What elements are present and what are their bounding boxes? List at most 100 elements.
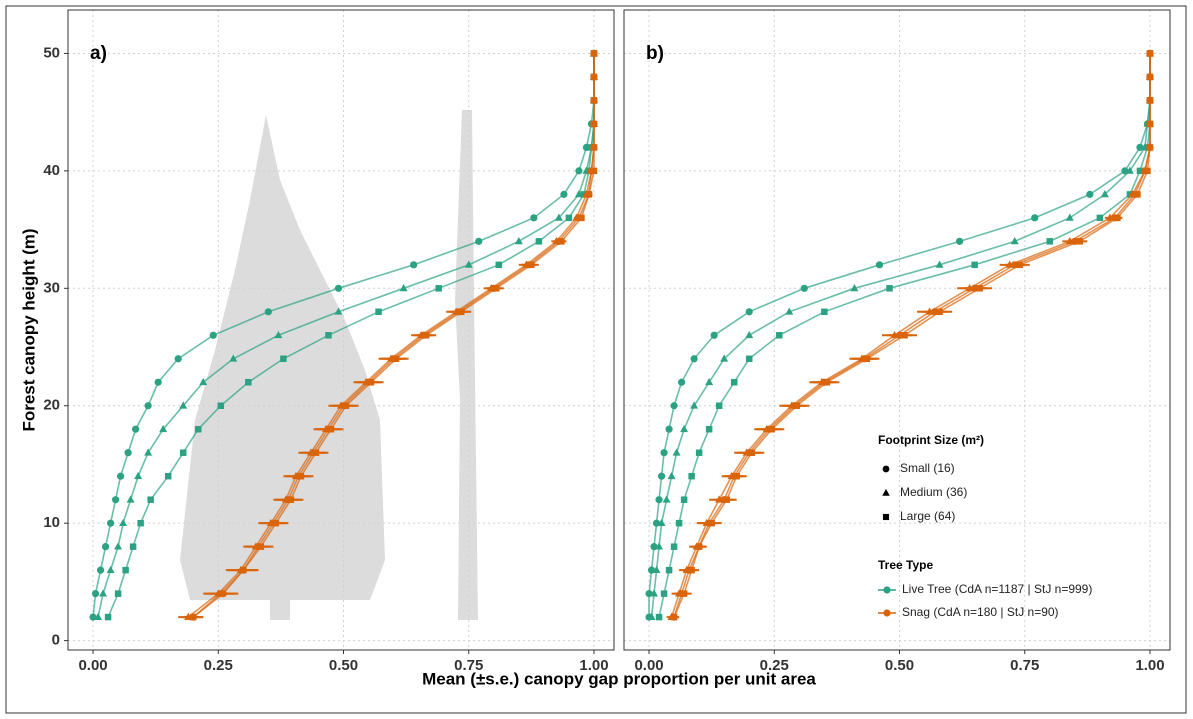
marker bbox=[590, 144, 598, 151]
marker bbox=[901, 332, 908, 339]
marker bbox=[179, 401, 188, 409]
marker bbox=[1146, 73, 1154, 81]
marker bbox=[652, 565, 661, 574]
marker bbox=[705, 425, 713, 433]
marker bbox=[116, 472, 125, 480]
legend-label: Large (64) bbox=[900, 509, 955, 523]
marker bbox=[882, 513, 890, 521]
marker bbox=[334, 284, 343, 292]
marker bbox=[976, 285, 983, 292]
marker bbox=[1086, 190, 1094, 198]
marker bbox=[327, 425, 335, 433]
legend-label: Small (16) bbox=[900, 461, 955, 475]
marker bbox=[1146, 120, 1154, 128]
marker bbox=[672, 448, 681, 456]
y-axis-label: Forest canopy height (m) bbox=[19, 228, 38, 431]
marker bbox=[535, 238, 543, 245]
marker bbox=[493, 285, 500, 292]
legend-title: Footprint Size (m²) bbox=[878, 433, 984, 447]
marker bbox=[392, 355, 400, 363]
marker bbox=[134, 471, 143, 480]
marker bbox=[793, 402, 801, 409]
marker bbox=[106, 519, 115, 527]
marker bbox=[882, 465, 890, 473]
marker bbox=[297, 472, 305, 480]
tree-silhouettes bbox=[180, 110, 478, 620]
marker bbox=[274, 330, 283, 339]
marker bbox=[530, 214, 538, 222]
marker bbox=[776, 332, 783, 339]
marker bbox=[670, 402, 678, 410]
marker bbox=[229, 354, 238, 362]
marker bbox=[410, 261, 418, 269]
x-axis-label: Mean (±s.e.) canopy gap proportion per u… bbox=[422, 669, 816, 688]
y-tick-label: 10 bbox=[43, 514, 60, 531]
y-tick-label: 50 bbox=[43, 44, 60, 61]
legend-title: Tree Type bbox=[878, 558, 933, 572]
marker bbox=[514, 237, 523, 245]
marker bbox=[325, 332, 332, 339]
marker bbox=[665, 566, 673, 574]
marker bbox=[101, 543, 110, 551]
marker bbox=[475, 237, 483, 245]
marker bbox=[785, 307, 794, 315]
y-tick-label: 30 bbox=[43, 279, 60, 296]
marker bbox=[129, 543, 137, 550]
marker bbox=[710, 331, 718, 339]
marker bbox=[745, 330, 754, 339]
marker bbox=[688, 472, 695, 480]
marker bbox=[375, 308, 382, 316]
marker bbox=[565, 214, 573, 222]
legend-label: Medium (36) bbox=[900, 485, 967, 499]
marker bbox=[114, 542, 123, 550]
marker bbox=[875, 261, 884, 269]
marker bbox=[657, 518, 666, 527]
marker bbox=[690, 401, 699, 409]
marker bbox=[264, 308, 272, 316]
marker bbox=[971, 261, 978, 269]
marker bbox=[680, 590, 688, 597]
marker bbox=[174, 355, 182, 363]
marker bbox=[745, 355, 753, 363]
x-tick-label: 0.75 bbox=[454, 657, 483, 674]
marker bbox=[122, 566, 129, 574]
marker bbox=[678, 378, 686, 386]
marker bbox=[124, 449, 132, 457]
marker bbox=[1096, 214, 1104, 222]
y-tick-label: 20 bbox=[43, 397, 60, 414]
marker bbox=[723, 496, 730, 503]
marker bbox=[1146, 144, 1154, 151]
panel-label: a) bbox=[90, 43, 107, 64]
marker bbox=[457, 308, 465, 316]
marker bbox=[1065, 237, 1074, 245]
marker bbox=[667, 471, 676, 480]
y-tick-label: 0 bbox=[52, 632, 60, 649]
marker bbox=[821, 308, 828, 316]
marker bbox=[1105, 213, 1114, 221]
marker bbox=[554, 213, 563, 221]
x-tick-label: 0.00 bbox=[78, 657, 107, 674]
marker bbox=[655, 613, 663, 621]
marker bbox=[720, 354, 729, 362]
legend-label: Snag (CdA n=180 | StJ n=90) bbox=[902, 605, 1059, 619]
marker bbox=[768, 425, 776, 433]
panel-label: b) bbox=[646, 43, 664, 64]
marker bbox=[708, 519, 715, 527]
marker bbox=[199, 377, 208, 386]
marker bbox=[1076, 238, 1084, 245]
marker bbox=[111, 496, 120, 504]
marker bbox=[99, 589, 108, 597]
marker bbox=[96, 566, 105, 574]
marker bbox=[705, 377, 714, 386]
marker bbox=[147, 496, 154, 503]
x-tick-label: 0.75 bbox=[1010, 657, 1039, 674]
marker bbox=[660, 590, 668, 597]
marker bbox=[159, 424, 168, 433]
marker bbox=[1100, 190, 1109, 198]
x-tick-label: 1.00 bbox=[579, 657, 608, 674]
x-tick-label: 1.00 bbox=[1135, 657, 1164, 674]
marker bbox=[1114, 214, 1121, 222]
marker bbox=[675, 519, 683, 527]
marker bbox=[194, 425, 202, 433]
